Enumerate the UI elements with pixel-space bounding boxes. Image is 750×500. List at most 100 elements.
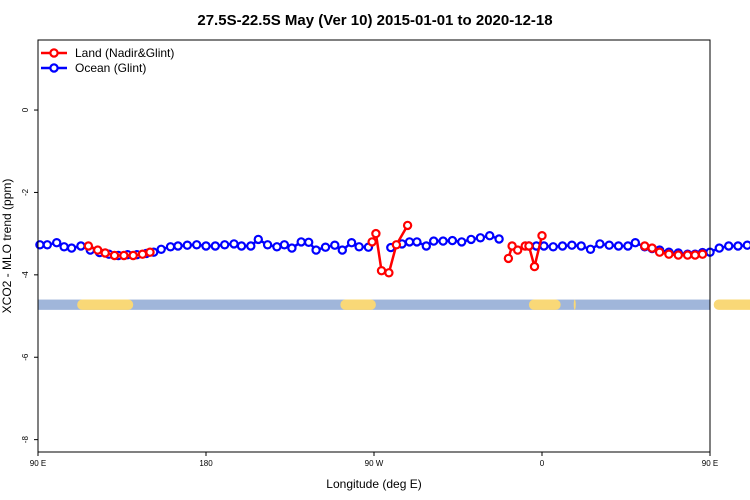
ocean-data-point [173,241,183,251]
ocean-data-point [35,240,45,250]
y-tick-label: -6 [21,353,30,361]
land-data-point [647,243,657,253]
ocean-data-point [219,240,230,250]
land-band-segment [340,299,376,310]
x-tick-label: 0 [540,459,545,468]
ocean-data-point [182,240,192,250]
ocean-data-point [421,241,431,251]
ocean-data-point [585,244,596,254]
land-data-point [371,228,381,239]
land-data-point [640,241,650,251]
ocean-data-point [595,239,605,249]
ocean-data-point [604,240,614,250]
ocean-data-point [576,241,586,251]
y-tick-label: 0 [21,107,30,112]
legend: Land (Nadir&Glint)Ocean (Glint) [41,46,174,75]
land-data-point [673,250,684,260]
land-data-point [682,250,693,260]
x-tick-label: 90 E [702,459,718,468]
chart-title: 27.5S-22.5S May (Ver 10) 2015-01-01 to 2… [197,12,552,29]
ocean-data-point [253,234,263,245]
land-data-point [128,250,138,261]
ocean-data-point [66,243,77,253]
ocean-data-point [320,242,331,252]
ocean-data-point [714,243,725,253]
land-data-point [664,249,674,259]
ocean-data-point [613,241,624,251]
x-axis-label: Longitude (deg E) [326,477,421,491]
ocean-data-point [412,237,422,247]
land-data-point [83,241,94,251]
land-data-point [367,237,377,247]
ocean-data-point [210,241,220,251]
land-data-point [513,245,523,255]
y-axis: 0 -2 -4 -6 -8 [21,107,38,443]
land-data-point [145,247,155,257]
legend-ocean-marker [49,63,59,73]
land-data-point [109,250,120,261]
land-data-point [524,241,534,251]
legend-land-marker [49,48,59,58]
ocean-data-point [337,245,347,255]
series-layer [35,220,750,278]
land-band-segment [528,299,561,310]
ocean-data-point [438,236,448,246]
ocean-data-point [279,240,290,250]
y-axis-label: XCO2 - MLO trend (ppm) [0,179,14,314]
ocean-data-point [262,240,273,250]
ocean-data-point [630,237,641,248]
ocean-data-point [404,237,415,247]
land-data-point [697,249,708,259]
ocean-data-point [156,244,166,254]
x-axis: 90 E 180 90 W 0 90 E [30,452,718,468]
ocean-data-point [165,242,176,252]
land-band-segment [713,299,750,310]
ocean-data-point [475,233,486,243]
ocean-data-point [201,241,211,251]
x-tick-label: 180 [199,459,213,468]
y-tick-label: -4 [21,271,30,279]
x-tick-label: 90 E [30,459,46,468]
ocean-data-point [287,243,297,253]
land-data-point [529,261,540,272]
ocean-data-point [42,240,53,250]
land-band-segment [573,299,576,310]
ocean-data-point [272,242,282,252]
y-tick-label: -2 [21,188,30,196]
ocean-data-point [429,236,439,246]
ocean-data-point [229,239,239,249]
land-data-point [402,220,413,231]
ocean-data-point [76,241,86,251]
ocean-data-point [557,241,568,251]
legend-land-label: Land (Nadir&Glint) [75,46,174,60]
land-data-point [119,250,129,261]
land-band-segment [77,299,134,310]
land-data-point [137,249,148,259]
ocean-data-point [447,235,458,246]
x-tick-label: 90 W [365,459,384,468]
legend-ocean-label: Ocean (Glint) [75,61,146,75]
ocean-data-point [346,237,357,248]
land-data-point [690,250,700,260]
y-tick-label: -8 [21,436,30,444]
land-data-point [537,230,547,241]
ocean-data-point [304,237,314,247]
land-data-point [100,248,110,258]
land-data-point [384,268,394,278]
ocean-data-point [623,241,633,251]
land-data-point [654,247,665,257]
ocean-data-point [330,240,340,250]
ocean-data-point [59,242,69,252]
ocean-data-point [733,241,743,251]
ocean-data-point [567,240,577,250]
ocean-data-point [457,237,467,247]
ocean-data-point [742,240,750,250]
ocean-data-point [485,230,495,241]
ocean-data-point [724,241,734,251]
ocean-data-point [548,242,558,252]
ocean-data-point [494,234,504,244]
ocean-data-point [311,245,321,255]
ocean-data-point [191,240,202,250]
land-data-point [503,253,514,264]
ocean-data-point [52,237,62,248]
